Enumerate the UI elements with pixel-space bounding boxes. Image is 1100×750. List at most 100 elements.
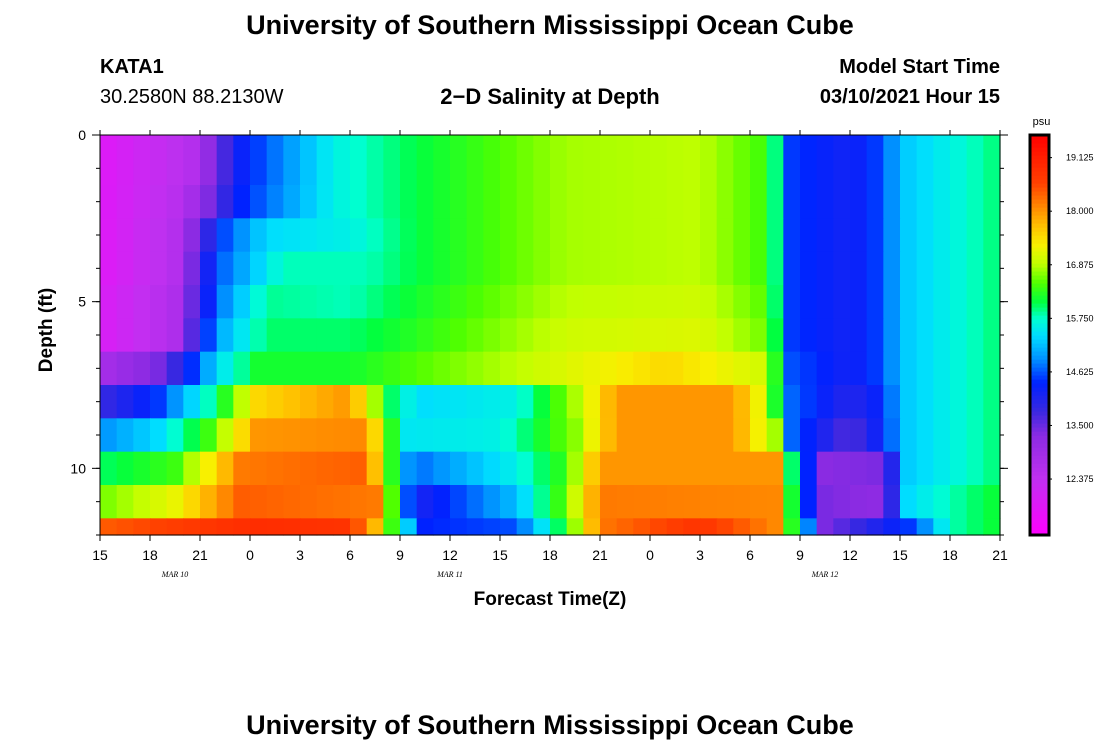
heatmap-cell bbox=[483, 185, 501, 219]
heatmap-cell bbox=[283, 218, 301, 253]
colorbar-frame bbox=[1028, 133, 1051, 537]
heatmap-cell bbox=[500, 518, 518, 536]
heatmap-cell bbox=[150, 185, 168, 219]
heatmap-cell bbox=[966, 485, 984, 519]
colorbar-cell bbox=[1030, 419, 1049, 424]
heatmap-cell bbox=[766, 485, 784, 519]
heatmap-cell bbox=[816, 251, 834, 286]
heatmap-cell bbox=[733, 318, 751, 353]
heatmap-cell bbox=[466, 185, 484, 219]
heatmap-cell bbox=[316, 318, 334, 353]
heatmap-cell bbox=[916, 135, 934, 186]
heatmap-cell bbox=[616, 251, 634, 286]
heatmap-cell bbox=[483, 285, 501, 319]
heatmap-cell bbox=[400, 451, 418, 486]
heatmap-cell bbox=[316, 285, 334, 319]
heatmap-cell bbox=[633, 451, 651, 486]
heatmap-cell bbox=[583, 285, 601, 319]
heatmap-cell bbox=[700, 385, 718, 419]
heatmap-cell bbox=[350, 285, 368, 319]
x-tick-label: 18 bbox=[942, 547, 958, 563]
heatmap-cell bbox=[250, 218, 268, 253]
heatmap-cell bbox=[266, 318, 284, 353]
heatmap-cell bbox=[833, 251, 851, 286]
heatmap-cell bbox=[783, 451, 801, 486]
heatmap-cell bbox=[133, 285, 151, 319]
heatmap-cell bbox=[433, 351, 451, 386]
heatmap-cell bbox=[500, 418, 518, 453]
heatmap-cell bbox=[350, 418, 368, 453]
heatmap-cell bbox=[533, 185, 551, 219]
heatmap-cell bbox=[966, 218, 984, 253]
colorbar-cell bbox=[1030, 279, 1049, 284]
heatmap-cell bbox=[666, 418, 684, 453]
x-tick-label: 0 bbox=[646, 547, 654, 563]
heatmap-cell bbox=[300, 285, 318, 319]
heatmap-cell bbox=[116, 318, 134, 353]
heatmap-cell bbox=[383, 451, 401, 486]
heatmap-cell bbox=[250, 385, 268, 419]
heatmap-cell bbox=[516, 451, 534, 486]
heatmap-cell bbox=[866, 351, 884, 386]
heatmap-cell bbox=[100, 251, 118, 286]
heatmap-cell bbox=[566, 285, 584, 319]
heatmap-cell bbox=[716, 251, 734, 286]
heatmap-cell bbox=[883, 185, 901, 219]
heatmap-cell bbox=[633, 185, 651, 219]
heatmap-cell bbox=[400, 135, 418, 186]
heatmap-cell bbox=[300, 385, 318, 419]
colorbar-labels: 19.125 18.000 16.875 15.750 14.625 13.500 12.3… bbox=[1049, 153, 1094, 484]
heatmap-cell bbox=[750, 485, 768, 519]
heatmap-cell bbox=[916, 318, 934, 353]
heatmap-cell bbox=[700, 135, 718, 186]
colorbar-unit: psu bbox=[1033, 116, 1051, 128]
colorbar-cell bbox=[1030, 399, 1049, 404]
heatmap-cell bbox=[616, 485, 634, 519]
heatmap-cell bbox=[516, 285, 534, 319]
heatmap-cell bbox=[400, 218, 418, 253]
colorbar-cell bbox=[1030, 379, 1049, 384]
heatmap-cell bbox=[850, 385, 868, 419]
heatmap-cell bbox=[700, 485, 718, 519]
heatmap-cell bbox=[916, 251, 934, 286]
heatmap-cell bbox=[750, 285, 768, 319]
colorbar-cell bbox=[1030, 335, 1049, 340]
heatmap-cell bbox=[716, 285, 734, 319]
heatmap-cell bbox=[916, 285, 934, 319]
heatmap-cell bbox=[533, 251, 551, 286]
heatmap-cell bbox=[950, 285, 968, 319]
colorbar-cell bbox=[1030, 475, 1049, 480]
heatmap-cell bbox=[800, 185, 818, 219]
heatmap-cell bbox=[533, 218, 551, 253]
heatmap-cell bbox=[400, 418, 418, 453]
colorbar-tick-label: 19.125 bbox=[1066, 153, 1094, 163]
heatmap-cell bbox=[116, 285, 134, 319]
heatmap-cell bbox=[883, 318, 901, 353]
heatmap-cell bbox=[933, 285, 951, 319]
heatmap-cell bbox=[133, 251, 151, 286]
heatmap-cell bbox=[933, 218, 951, 253]
colorbar-cell bbox=[1030, 471, 1049, 476]
heatmap-cell bbox=[716, 135, 734, 186]
heatmap-cell bbox=[416, 285, 434, 319]
heatmap-cell bbox=[600, 251, 618, 286]
heatmap-cell bbox=[466, 218, 484, 253]
heatmap-cell bbox=[650, 185, 668, 219]
colorbar-cell bbox=[1030, 527, 1049, 532]
heatmap-cell bbox=[183, 318, 201, 353]
colorbar-cell bbox=[1030, 195, 1049, 200]
heatmap-cell bbox=[316, 351, 334, 386]
heatmap-cell bbox=[883, 418, 901, 453]
colorbar-tick-label: 13.500 bbox=[1066, 420, 1094, 430]
colorbar-cell bbox=[1030, 367, 1049, 372]
heatmap-cell bbox=[316, 418, 334, 453]
heatmap-cell bbox=[583, 485, 601, 519]
heatmap-cell bbox=[183, 185, 201, 219]
heatmap-cell bbox=[250, 135, 268, 186]
colorbar-cell bbox=[1030, 391, 1049, 396]
heatmap-cell bbox=[600, 135, 618, 186]
heatmap-cell bbox=[533, 285, 551, 319]
heatmap-cell bbox=[616, 418, 634, 453]
colorbar-tick-label: 12.375 bbox=[1066, 474, 1094, 484]
heatmap-cell bbox=[133, 318, 151, 353]
